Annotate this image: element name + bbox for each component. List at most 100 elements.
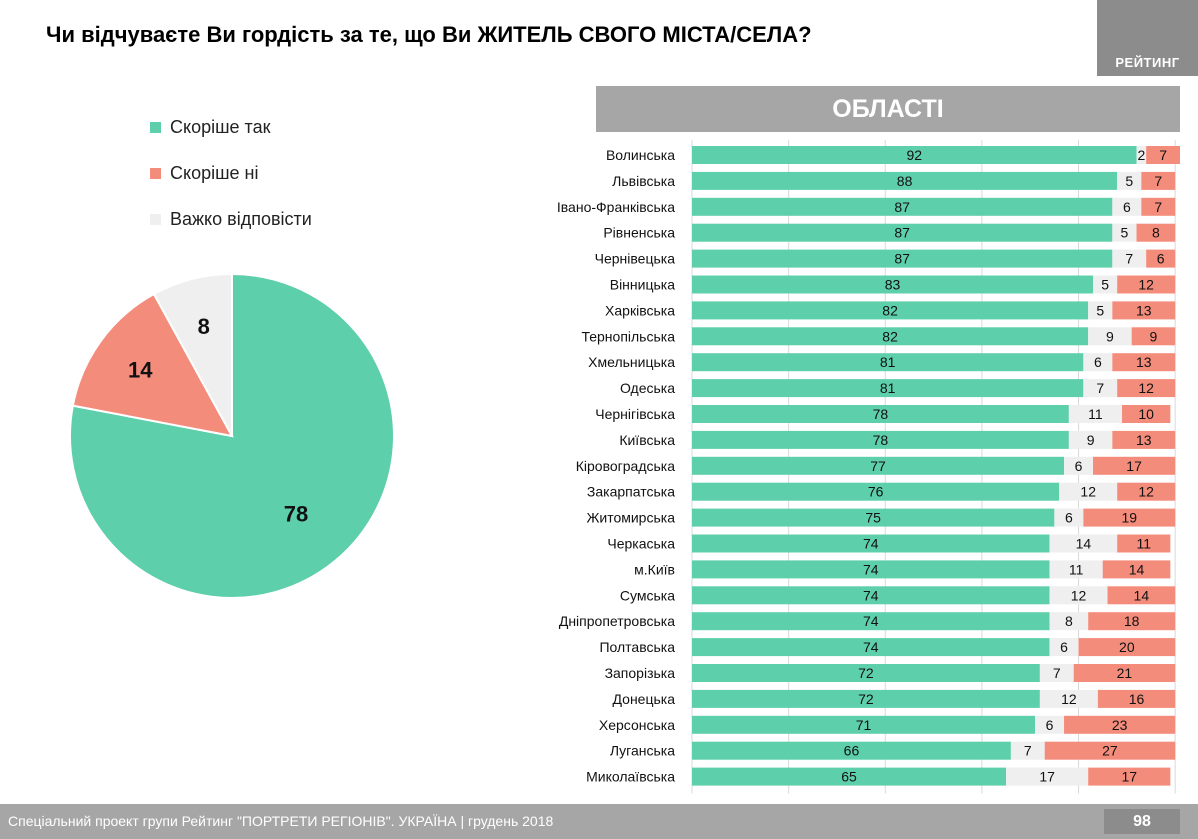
bar-value-label: 8 (1152, 225, 1160, 241)
category-label: Львівська (612, 173, 675, 189)
category-label: Черкаська (607, 536, 675, 552)
bar-value-label: 23 (1112, 717, 1128, 733)
bar-value-label: 74 (863, 536, 879, 552)
category-label: Рівненська (603, 225, 675, 241)
bar-value-label: 27 (1102, 743, 1118, 759)
bar-value-label: 13 (1136, 354, 1152, 370)
bar-value-label: 12 (1061, 691, 1077, 707)
legend-swatch-no (150, 168, 161, 179)
bar-value-label: 82 (882, 302, 898, 318)
bar-value-label: 74 (863, 561, 879, 577)
category-label: Закарпатська (587, 484, 675, 500)
footer: Спеціальний проект групи Рейтинг "ПОРТРЕ… (0, 804, 1198, 839)
bar-value-label: 9 (1106, 328, 1114, 344)
legend-swatch-hard (150, 214, 161, 225)
pie-label-0: 78 (284, 501, 308, 526)
category-label: Полтавська (599, 639, 675, 655)
bar-value-label: 2 (1137, 147, 1145, 163)
bar-value-label: 9 (1150, 328, 1158, 344)
legend-swatch-yes (150, 122, 161, 133)
category-label: Київська (619, 432, 675, 448)
bar-value-label: 12 (1138, 277, 1154, 293)
bar-value-label: 8 (1065, 613, 1073, 629)
bar-value-label: 74 (863, 613, 879, 629)
category-label: Дніпропетровська (559, 613, 675, 629)
category-label: Кіровоградська (576, 458, 675, 474)
legend-item-no: Скоріше ні (150, 162, 312, 185)
section-title-bar: ОБЛАСТІ (596, 86, 1180, 132)
bar-value-label: 20 (1119, 639, 1135, 655)
bar-value-label: 7 (1159, 147, 1167, 163)
bar-value-label: 5 (1125, 173, 1133, 189)
category-label: Харківська (605, 302, 675, 318)
bar-value-label: 17 (1126, 458, 1142, 474)
bar-value-label: 14 (1129, 561, 1145, 577)
pie-chart: 78 14 8 (60, 264, 405, 609)
category-label: Сумська (620, 587, 675, 603)
bar-value-label: 5 (1101, 277, 1109, 293)
bar-value-label: 74 (863, 587, 879, 603)
bar-value-label: 6 (1046, 717, 1054, 733)
bar-value-label: 12 (1138, 380, 1154, 396)
bar-value-label: 13 (1136, 432, 1152, 448)
pie-label-1: 14 (128, 357, 153, 382)
legend: Скоріше так Скоріше ні Важко відповісти (150, 116, 312, 254)
category-label: Чернігівська (595, 406, 675, 422)
category-label: Одеська (620, 380, 675, 396)
bar-value-label: 88 (897, 173, 913, 189)
oblast-bar-chart: Волинська 92 2 7Львівська 88 5 7Івано-Франківс… (480, 140, 1190, 800)
bar-value-label: 75 (865, 510, 881, 526)
bar-value-label: 7 (1096, 380, 1104, 396)
category-label: Херсонська (599, 717, 675, 733)
legend-label-yes: Скоріше так (170, 117, 270, 138)
bar-value-label: 6 (1060, 639, 1068, 655)
bar-value-label: 66 (844, 743, 860, 759)
page-title: Чи відчуваєте Ви гордість за те, що Ви Ж… (46, 22, 1046, 48)
bar-value-label: 83 (885, 277, 901, 293)
bar-value-label: 65 (841, 769, 857, 785)
bar-value-label: 14 (1076, 536, 1092, 552)
legend-item-hard: Важко відповісти (150, 208, 312, 231)
bar-value-label: 18 (1124, 613, 1140, 629)
bar-value-label: 12 (1071, 587, 1087, 603)
pie-label-2: 8 (198, 314, 210, 339)
bar-value-label: 16 (1129, 691, 1145, 707)
bar-value-label: 87 (894, 199, 910, 215)
bar-value-label: 82 (882, 328, 898, 344)
bar-value-label: 6 (1094, 354, 1102, 370)
category-label: Миколаївська (586, 769, 675, 785)
bar-value-label: 11 (1069, 561, 1084, 577)
bar-value-label: 7 (1125, 251, 1133, 267)
bar-value-label: 6 (1075, 458, 1083, 474)
category-label: Житомирська (586, 510, 675, 526)
bar-value-label: 13 (1136, 302, 1152, 318)
bar-value-label: 87 (894, 225, 910, 241)
bar-value-label: 76 (868, 484, 884, 500)
bar-value-label: 78 (873, 406, 889, 422)
legend-label-no: Скоріше ні (170, 163, 259, 184)
bar-value-label: 6 (1123, 199, 1131, 215)
bar-value-label: 92 (906, 147, 922, 163)
bar-value-label: 12 (1080, 484, 1096, 500)
category-label: м.Київ (634, 561, 675, 577)
bar-value-label: 19 (1121, 510, 1137, 526)
footer-text: Спеціальний проект групи Рейтинг "ПОРТРЕ… (8, 813, 553, 829)
brand-logo: РЕЙТИНГ (1097, 0, 1198, 76)
bar-value-label: 78 (873, 432, 889, 448)
bar-value-label: 7 (1053, 665, 1061, 681)
bar-value-label: 71 (856, 717, 872, 733)
bar-value-label: 12 (1138, 484, 1154, 500)
bar-value-label: 6 (1065, 510, 1073, 526)
category-label: Донецька (613, 691, 676, 707)
category-label: Чернівецька (595, 251, 676, 267)
bar-value-label: 74 (863, 639, 879, 655)
bar-value-label: 7 (1154, 173, 1162, 189)
bar-value-label: 11 (1136, 536, 1151, 552)
bar-value-label: 17 (1121, 769, 1137, 785)
bar-value-label: 5 (1096, 302, 1104, 318)
bar-value-label: 14 (1134, 587, 1150, 603)
bar-value-label: 81 (880, 354, 896, 370)
bar-value-label: 11 (1088, 406, 1103, 422)
legend-label-hard: Важко відповісти (170, 209, 312, 230)
bar-value-label: 7 (1154, 199, 1162, 215)
